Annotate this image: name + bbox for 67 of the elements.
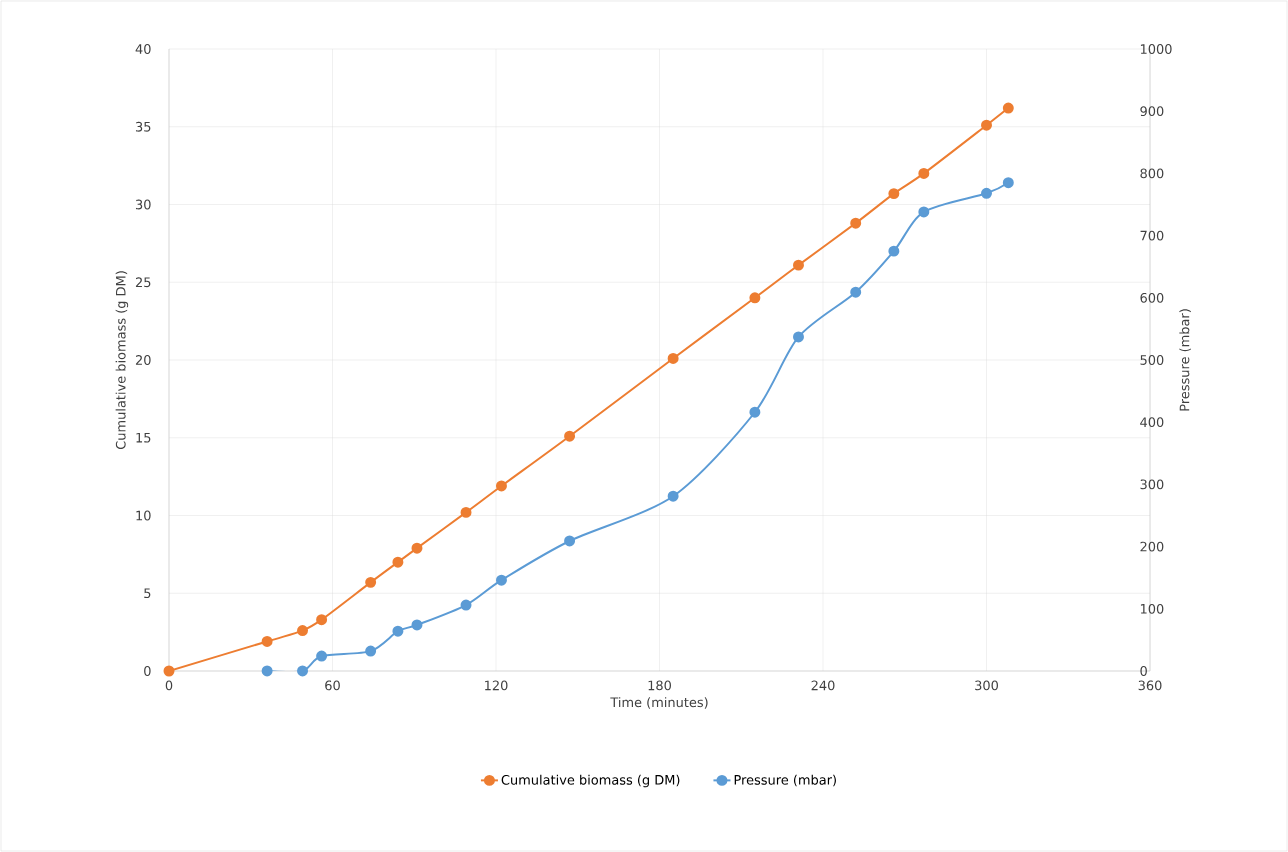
y2-tick-label: 1000 xyxy=(1140,44,1172,54)
y2-tick-label: 600 xyxy=(1140,292,1164,303)
y2-tick-label: 800 xyxy=(1140,168,1164,179)
x-tick-label: 360 xyxy=(1138,680,1162,691)
point xyxy=(495,574,507,586)
y2-axis-title: Pressure (mbar) xyxy=(1179,309,1191,411)
y-tick-label: 35 xyxy=(135,121,151,132)
point xyxy=(749,406,761,418)
y2-tick-label: 100 xyxy=(1140,603,1164,614)
point xyxy=(392,556,404,568)
y-tick-label: 25 xyxy=(135,277,151,288)
point xyxy=(888,188,900,200)
point xyxy=(316,650,328,662)
point xyxy=(918,206,930,218)
y2-tick-label: 700 xyxy=(1140,230,1164,241)
point xyxy=(297,665,309,677)
point xyxy=(1002,177,1014,189)
y2-tick-label: 300 xyxy=(1140,479,1164,490)
point xyxy=(793,259,804,271)
point xyxy=(850,217,862,229)
point xyxy=(297,625,309,637)
point xyxy=(411,542,423,554)
y-tick-label: 15 xyxy=(136,432,151,443)
point xyxy=(460,506,472,518)
point xyxy=(261,635,273,647)
x-axis-title: Time (minutes) xyxy=(610,697,708,709)
x-tick-label: 120 xyxy=(485,680,508,691)
point xyxy=(981,187,992,199)
y2-tick-label: 400 xyxy=(1140,417,1164,428)
point xyxy=(495,480,507,492)
point xyxy=(981,119,992,131)
x-tick-label: 240 xyxy=(811,680,835,691)
point xyxy=(888,245,900,257)
x-tick-label: 0 xyxy=(165,680,173,691)
legend-label: Pressure (mbar) xyxy=(734,774,836,787)
point xyxy=(316,614,328,626)
y-tick-label: 20 xyxy=(135,355,151,365)
x-tick-label: 60 xyxy=(325,680,340,691)
y-tick-label: 0 xyxy=(144,666,151,676)
point xyxy=(850,286,862,298)
y2-tick-label: 0 xyxy=(1140,666,1147,676)
point xyxy=(918,167,930,179)
point xyxy=(1002,102,1014,114)
point xyxy=(392,625,404,637)
point xyxy=(365,645,377,657)
y-tick-label: 10 xyxy=(136,510,151,521)
y-tick-label: 40 xyxy=(135,44,151,54)
y2-tick-label: 900 xyxy=(1140,106,1164,117)
point xyxy=(365,576,377,588)
point xyxy=(667,352,679,364)
y2-tick-label: 200 xyxy=(1140,541,1164,552)
point xyxy=(749,292,761,304)
point xyxy=(564,430,576,442)
x-tick-label: 180 xyxy=(648,680,671,691)
y-tick-label: 5 xyxy=(144,588,151,599)
y-axis-title: Cumulative biomass (g DM) xyxy=(115,271,129,450)
point xyxy=(261,665,273,677)
point xyxy=(793,331,804,343)
point xyxy=(411,619,423,631)
point xyxy=(564,535,576,547)
x-tick-label: 300 xyxy=(975,680,998,691)
y2-tick-label: 500 xyxy=(1140,355,1164,365)
point xyxy=(163,665,175,677)
point xyxy=(667,490,679,502)
point xyxy=(460,599,472,611)
legend-label: Cumulative biomass (g DM) xyxy=(501,774,680,788)
y-tick-label: 30 xyxy=(135,199,151,210)
